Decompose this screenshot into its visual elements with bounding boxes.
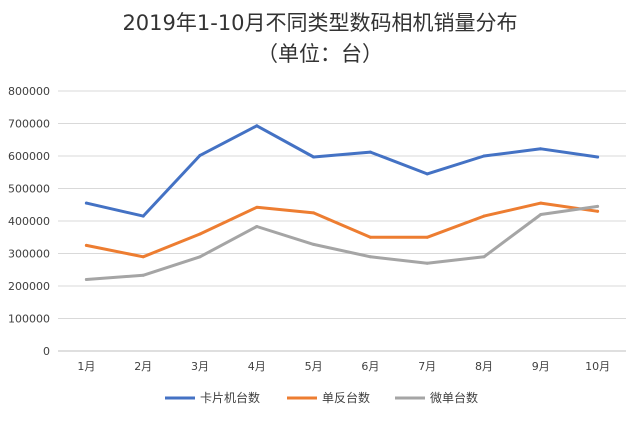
legend-label: 单反台数 (322, 390, 370, 405)
data-point (596, 209, 600, 213)
data-point (312, 242, 316, 246)
x-tick-label: 3月 (191, 360, 209, 373)
series-3 (84, 204, 600, 281)
y-tick-label: 700000 (8, 118, 50, 131)
legend-item: 单反台数 (287, 390, 370, 405)
legend-item: 卡片机台数 (165, 390, 260, 405)
x-tick-label: 2月 (134, 360, 152, 373)
data-point (368, 235, 372, 239)
data-point (312, 155, 316, 159)
x-tick-label: 5月 (305, 360, 323, 373)
data-point (255, 124, 259, 128)
y-tick-label: 200000 (8, 280, 50, 293)
gridlines (58, 90, 626, 352)
data-point (425, 235, 429, 239)
data-point (84, 201, 88, 205)
data-point (482, 255, 486, 259)
x-tick-label: 8月 (475, 360, 493, 373)
y-tick-label: 300000 (8, 248, 50, 261)
y-tick-label: 800000 (8, 85, 50, 98)
data-point (539, 201, 543, 205)
data-point (198, 232, 202, 236)
data-point (198, 255, 202, 259)
data-point (539, 147, 543, 151)
series-1 (84, 124, 600, 218)
data-point (425, 172, 429, 176)
data-point (141, 214, 145, 218)
x-tick-label: 1月 (77, 360, 95, 373)
y-tick-label: 100000 (8, 313, 50, 326)
data-point (84, 243, 88, 247)
data-point (255, 205, 259, 209)
data-point (425, 261, 429, 265)
x-tick-label: 4月 (248, 360, 266, 373)
data-point (84, 278, 88, 281)
series-2 (84, 201, 600, 259)
y-tick-label: 0 (43, 345, 50, 358)
data-point (141, 255, 145, 259)
series-line (84, 204, 600, 281)
data-point (198, 153, 202, 157)
series-line (84, 201, 600, 259)
y-tick-label: 500000 (8, 183, 50, 196)
series-line (84, 124, 600, 218)
data-point (368, 255, 372, 259)
series-lines (84, 124, 600, 281)
legend: 卡片机台数 单反台数 微单台数 (165, 390, 478, 405)
data-point (482, 154, 486, 158)
data-point (255, 225, 259, 229)
data-point (596, 204, 600, 208)
y-tick-label: 600000 (8, 150, 50, 163)
x-tick-label: 10月 (585, 360, 610, 373)
data-point (596, 155, 600, 159)
legend-label: 卡片机台数 (200, 390, 260, 405)
legend-item: 微单台数 (395, 390, 478, 405)
x-tick-label: 7月 (418, 360, 436, 373)
y-tick-label: 400000 (8, 215, 50, 228)
chart-subtitle: （单位：台） (257, 42, 383, 66)
x-tick-label: 9月 (532, 360, 550, 373)
data-point (312, 211, 316, 215)
data-point (141, 273, 145, 277)
chart-title: 2019年1-10月不同类型数码相机销量分布 (122, 11, 517, 35)
data-point (539, 213, 543, 216)
legend-label: 微单台数 (430, 390, 478, 405)
x-tick-label: 6月 (361, 360, 379, 373)
y-axis-ticks: 0 100000 200000 300000 400000 500000 600000 700… (8, 85, 50, 358)
data-point (368, 150, 372, 154)
data-point (482, 214, 486, 218)
x-axis-ticks: 1月 2月 3月 4月 5月 6月 7月 8月 9月 10月 (77, 360, 610, 373)
